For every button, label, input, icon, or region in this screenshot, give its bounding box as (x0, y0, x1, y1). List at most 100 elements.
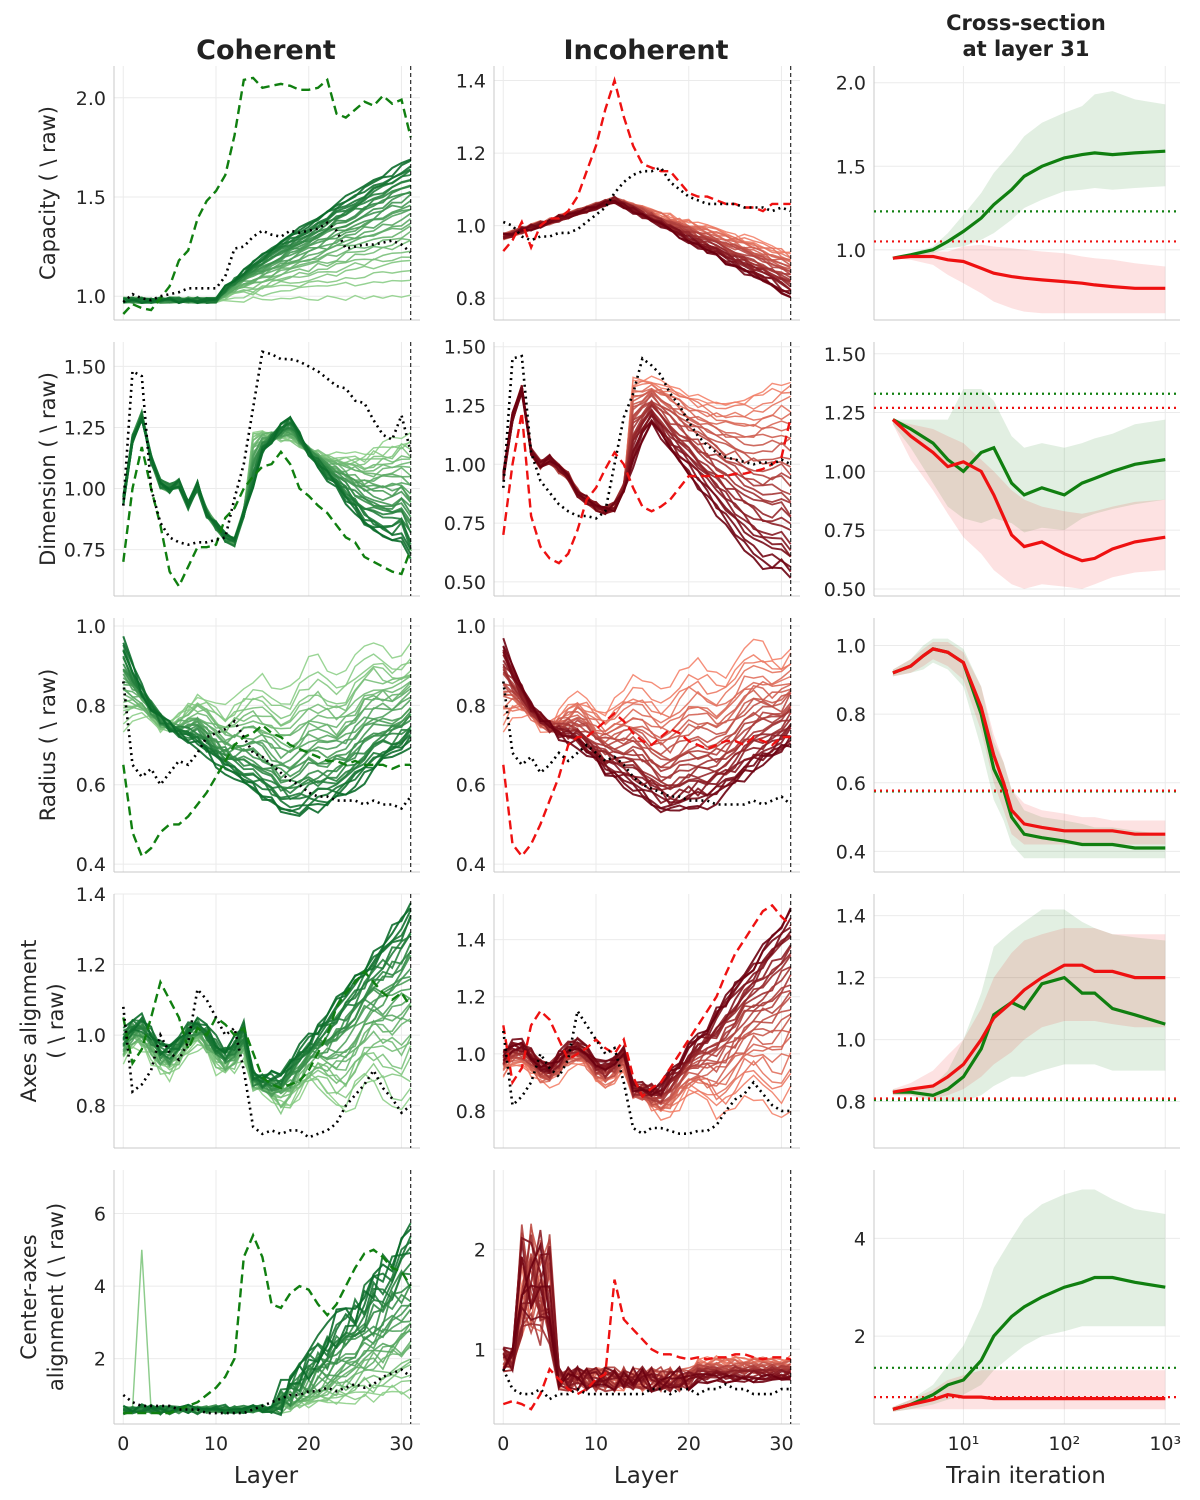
x-tick-label: 10 (204, 1433, 228, 1455)
checkpoint-line (502, 909, 792, 1094)
checkpoint-line (502, 659, 792, 792)
checkpoint-line (122, 661, 411, 731)
green-mean-line (892, 149, 1166, 260)
y-axis-label-line: Capacity ( \ raw) (36, 106, 60, 280)
y-tick-label: 1.2 (456, 987, 486, 1009)
x-tick-label: 0 (497, 1433, 509, 1455)
y-tick-label: 0.4 (836, 841, 866, 863)
checkpoint-line (502, 660, 792, 726)
green-mean-line (892, 418, 1166, 497)
y-tick-label: 1.2 (76, 955, 106, 977)
reference-dashed-line (502, 711, 791, 859)
y-tick-label: 4 (854, 1228, 866, 1250)
column-title-coherent: Coherent (196, 35, 336, 66)
reference-dashed-line (122, 76, 412, 315)
panel-center-axes-alignment-coherent: 2 4 6 0 10 20 30 (94, 1170, 420, 1455)
checkpoint-line (122, 1038, 412, 1113)
y-axis-label: Capacity ( \ raw) (36, 106, 60, 280)
y-axis-label-line: Axes alignment (17, 940, 41, 1103)
y-tick-label: 2.0 (76, 88, 106, 110)
reference-dotted-line (122, 350, 412, 547)
y-tick-label: 1.0 (76, 1025, 106, 1047)
reference-dashed-line (122, 446, 412, 589)
column-title-line: at layer 31 (962, 37, 1089, 61)
red-mean-line (891, 418, 1166, 563)
red-mean-line (892, 647, 1166, 836)
checkpoint-line (502, 382, 791, 516)
plot-area (874, 1189, 1180, 1412)
y-tick-label: 2 (94, 1349, 106, 1371)
red-mean-line (892, 963, 1166, 1094)
plot-area (502, 637, 792, 859)
checkpoint-line (502, 645, 792, 814)
reference-dashed-line (502, 1279, 791, 1411)
checkpoint-line (502, 930, 792, 1091)
y-tick-label: 1.50 (64, 356, 106, 378)
plot-area (874, 91, 1180, 314)
x-title-layer-coherent: Layer (234, 1463, 299, 1489)
y-tick-label: 0.8 (836, 1092, 866, 1114)
reference-dashed-line (122, 723, 411, 859)
y-tick-label: 2 (854, 1326, 866, 1348)
x-tick-label: 20 (297, 1433, 321, 1455)
red-mean-line (892, 254, 1166, 290)
column-title-cross-section: Cross-section at layer 31 (946, 11, 1106, 61)
plot-area (874, 389, 1180, 589)
column-title-line: Cross-section (946, 11, 1106, 35)
plot-area (874, 638, 1180, 859)
panel-radius-coherent: 0.4 0.6 0.8 1.0 (76, 616, 420, 876)
green-confidence-band (892, 1189, 1166, 1412)
y-tick-label: 1.2 (456, 143, 486, 165)
panel-center-axes-alignment-incoherent: 120 10 20 30 (474, 1170, 800, 1455)
reference-dotted-line (502, 354, 792, 520)
y-tick-label: 1.4 (836, 906, 866, 928)
y-tick-label: 1.0 (76, 286, 106, 308)
y-tick-label: 1.2 (836, 968, 866, 990)
panel-dimension-cross-section: 0.50 0.75 1.00 1.25 1.50 (824, 342, 1180, 601)
checkpoint-line (122, 951, 412, 1092)
y-tick-label: 0.6 (836, 773, 866, 795)
checkpoint-line (122, 408, 412, 544)
panel-dimension-coherent: 0.75 1.00 1.25 1.50 (64, 342, 420, 597)
y-axis-label: Dimension ( \ raw) (36, 372, 60, 566)
checkpoint-line (123, 1360, 412, 1413)
y-axis-label: Radius ( \ raw) (36, 669, 60, 822)
panel-capacity-incoherent: 0.8 1.0 1.2 1.4 (456, 66, 800, 321)
x-tick-label: 10² (1048, 1433, 1080, 1455)
reference-dotted-line (502, 1368, 791, 1401)
y-tick-label: 1.25 (444, 396, 486, 418)
y-axis-label-line: Radius ( \ raw) (36, 669, 60, 822)
plot-area (122, 76, 412, 315)
y-tick-label: 1.00 (824, 461, 866, 483)
red-confidence-band (892, 1370, 1166, 1412)
checkpoint-line (122, 642, 412, 816)
y-tick-label: 1.4 (456, 930, 486, 952)
y-tick-label: 0.50 (824, 579, 866, 601)
panel-capacity-coherent: 1.0 1.5 2.0 (76, 66, 420, 321)
plot-area (502, 354, 792, 579)
x-tick-label: 30 (769, 1433, 793, 1455)
y-tick-label: 1.50 (824, 344, 866, 366)
reference-dotted-line (502, 681, 792, 806)
y-tick-label: 0.50 (444, 572, 486, 594)
checkpoint-line (502, 391, 792, 512)
plot-area (122, 350, 412, 589)
y-tick-label: 1.0 (76, 616, 106, 638)
y-tick-label: 0.8 (456, 1101, 486, 1123)
green-confidence-band (892, 909, 1166, 1102)
checkpoint-line (122, 1029, 412, 1109)
y-tick-label: 0.8 (456, 288, 486, 310)
checkpoint-line (502, 387, 792, 579)
y-axis-label-line: alignment ( \ raw) (44, 1203, 68, 1391)
reference-dashed-line (502, 76, 791, 252)
panel-dimension-incoherent: 0.50 0.75 1.00 1.25 1.50 (444, 337, 800, 597)
checkpoint-line (502, 1241, 791, 1392)
y-tick-label: 4 (94, 1276, 106, 1298)
y-axis-label-line: Dimension ( \ raw) (36, 372, 60, 566)
y-tick-label: 0.75 (824, 520, 866, 542)
checkpoint-line (122, 408, 412, 544)
y-axis-label: Center-axes alignment ( \ raw) (17, 1203, 68, 1391)
y-tick-label: 1.0 (456, 1044, 486, 1066)
panel-axes-alignment-coherent: 0.8 1.0 1.2 1.4 (76, 884, 420, 1149)
